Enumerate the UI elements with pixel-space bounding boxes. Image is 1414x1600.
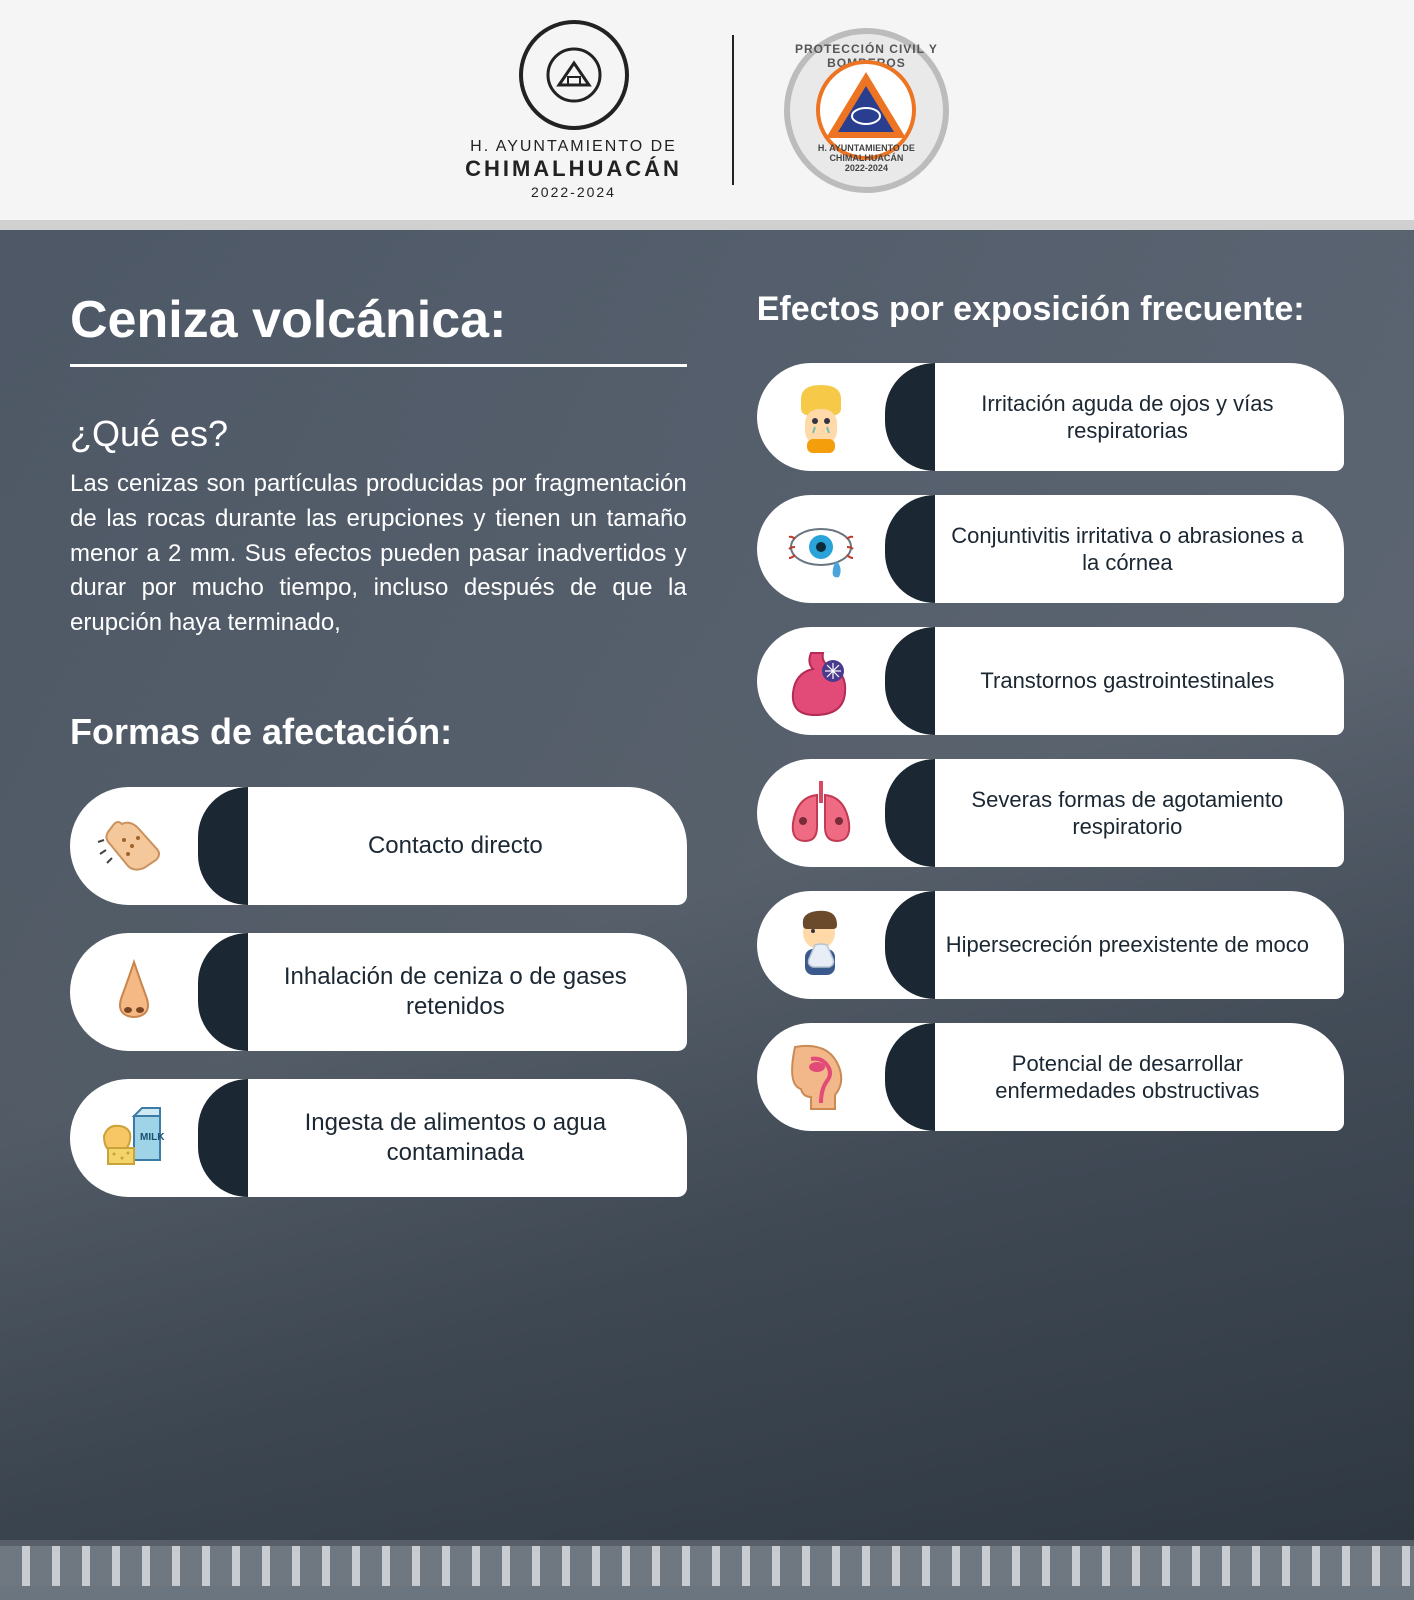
org1-line3: 2022-2024 xyxy=(465,184,682,200)
what-is-body: Las cenizas son partículas producidas po… xyxy=(70,467,687,641)
page-title: Ceniza volcánica: xyxy=(70,290,687,350)
effect-item: Transtornos gastrointestinales xyxy=(757,627,1344,735)
effect-item-label: Irritación aguda de ojos y vías respirat… xyxy=(935,390,1344,445)
footer-pattern xyxy=(0,1540,1414,1586)
effect-item: Potencial de desarrollar enfermedades ob… xyxy=(757,1023,1344,1131)
header-divider xyxy=(732,35,734,185)
forms-heading: Formas de afectación: xyxy=(70,711,687,753)
municipal-seal-icon xyxy=(519,20,629,130)
effect-item: Irritación aguda de ojos y vías respirat… xyxy=(757,363,1344,471)
food-icon: MILK xyxy=(70,1079,198,1197)
stomach-icon xyxy=(757,627,885,735)
pc-sub3: 2022-2024 xyxy=(790,163,943,173)
face-icon xyxy=(757,363,885,471)
effect-item: Hipersecreción preexistente de moco xyxy=(757,891,1344,999)
form-item-label: Ingesta de alimentos o agua contaminada xyxy=(248,1108,687,1168)
effects-heading: Efectos por exposición frecuente: xyxy=(757,290,1344,329)
main-content: Ceniza volcánica: ¿Qué es? Las cenizas s… xyxy=(0,230,1414,1540)
municipal-logo: H. AYUNTAMIENTO DE CHIMALHUACÁN 2022-202… xyxy=(465,20,682,200)
form-item-label: Inhalación de ceniza o de gases retenido… xyxy=(248,962,687,1022)
header-bar: H. AYUNTAMIENTO DE CHIMALHUACÁN 2022-202… xyxy=(0,0,1414,230)
title-rule xyxy=(70,364,687,367)
svg-text:MILK: MILK xyxy=(140,1132,165,1143)
org1-line2: CHIMALHUACÁN xyxy=(465,156,682,182)
effect-item-label: Severas formas de agotamiento respirator… xyxy=(935,786,1344,841)
what-is-heading: ¿Qué es? xyxy=(70,413,687,455)
form-item: MILK Ingesta de alimentos o agua contami… xyxy=(70,1079,687,1197)
throat-icon xyxy=(757,1023,885,1131)
pc-subtext: H. AYUNTAMIENTO DE CHIMALHUACÁN 2022-202… xyxy=(790,143,943,173)
effect-item-label: Transtornos gastrointestinales xyxy=(935,667,1344,695)
effect-item: Severas formas de agotamiento respirator… xyxy=(757,759,1344,867)
sneeze-icon xyxy=(757,891,885,999)
effect-item-label: Potencial de desarrollar enfermedades ob… xyxy=(935,1050,1344,1105)
effect-item: Conjuntivitis irritativa o abrasiones a … xyxy=(757,495,1344,603)
pc-sub1: H. AYUNTAMIENTO DE xyxy=(790,143,943,153)
lungs-icon xyxy=(757,759,885,867)
form-item: Inhalación de ceniza o de gases retenido… xyxy=(70,933,687,1051)
eye-icon xyxy=(757,495,885,603)
civil-protection-badge: PROTECCIÓN CIVIL Y BOMBEROS H. AYUNTAMIE… xyxy=(784,28,949,193)
form-item: Contacto directo xyxy=(70,787,687,905)
effect-item-label: Hipersecreción preexistente de moco xyxy=(935,931,1344,959)
effect-item-label: Conjuntivitis irritativa o abrasiones a … xyxy=(935,522,1344,577)
hand-icon xyxy=(70,787,198,905)
left-column: Ceniza volcánica: ¿Qué es? Las cenizas s… xyxy=(70,290,687,1470)
pc-sub2: CHIMALHUACÁN xyxy=(790,153,943,163)
form-item-label: Contacto directo xyxy=(248,831,687,861)
org1-line1: H. AYUNTAMIENTO DE xyxy=(465,138,682,156)
nose-icon xyxy=(70,933,198,1051)
right-column: Efectos por exposición frecuente: Irrita… xyxy=(757,290,1344,1470)
